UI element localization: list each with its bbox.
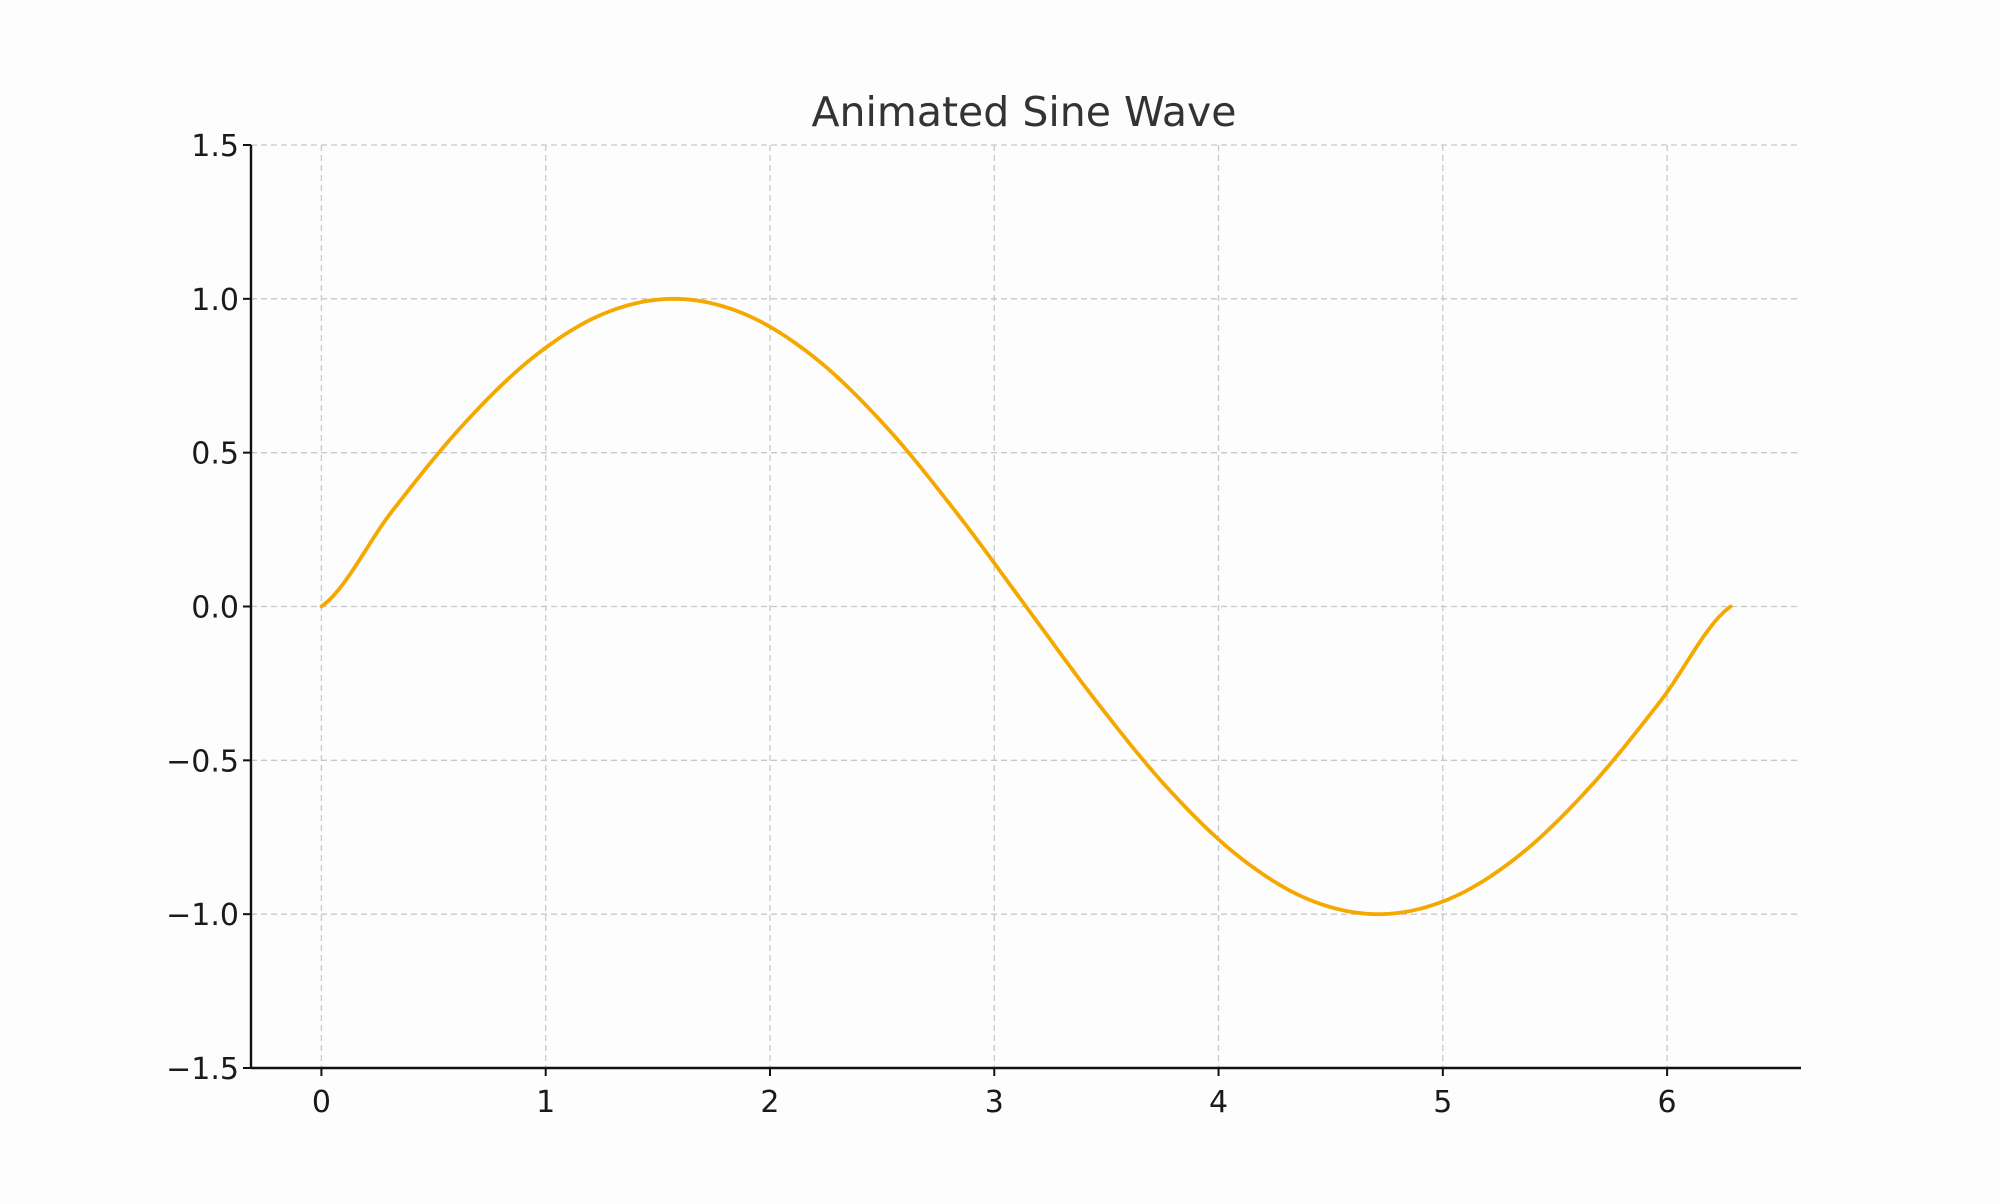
x-tick-label-1: 1 — [536, 1085, 555, 1120]
y-tick-label-0: −1.5 — [166, 1052, 239, 1087]
x-tick-label-0: 0 — [312, 1085, 331, 1120]
y-tick-label-2: −0.5 — [166, 744, 239, 779]
tick-labels: 0 1 2 3 4 5 6 −1.5 −1.0 −0.5 0.0 0.5 1.0 1.5 — [166, 129, 1677, 1120]
series-line-0 — [319, 296, 1733, 917]
x-tick-label-4: 4 — [1209, 1085, 1228, 1120]
x-tick-label-6: 6 — [1658, 1085, 1677, 1120]
series-layer — [319, 296, 1733, 917]
y-tick-label-1: −1.0 — [166, 898, 239, 933]
axes — [243, 144, 1801, 1076]
y-tick-label-4: 0.5 — [191, 437, 239, 472]
chart-title: Animated Sine Wave — [811, 88, 1236, 136]
x-tick-label-2: 2 — [760, 1085, 779, 1120]
x-tick-label-5: 5 — [1433, 1085, 1452, 1120]
y-tick-label-3: 0.0 — [191, 591, 239, 626]
y-tick-label-6: 1.5 — [191, 129, 239, 164]
x-tick-label-3: 3 — [985, 1085, 1004, 1120]
y-tick-label-5: 1.0 — [191, 283, 239, 318]
